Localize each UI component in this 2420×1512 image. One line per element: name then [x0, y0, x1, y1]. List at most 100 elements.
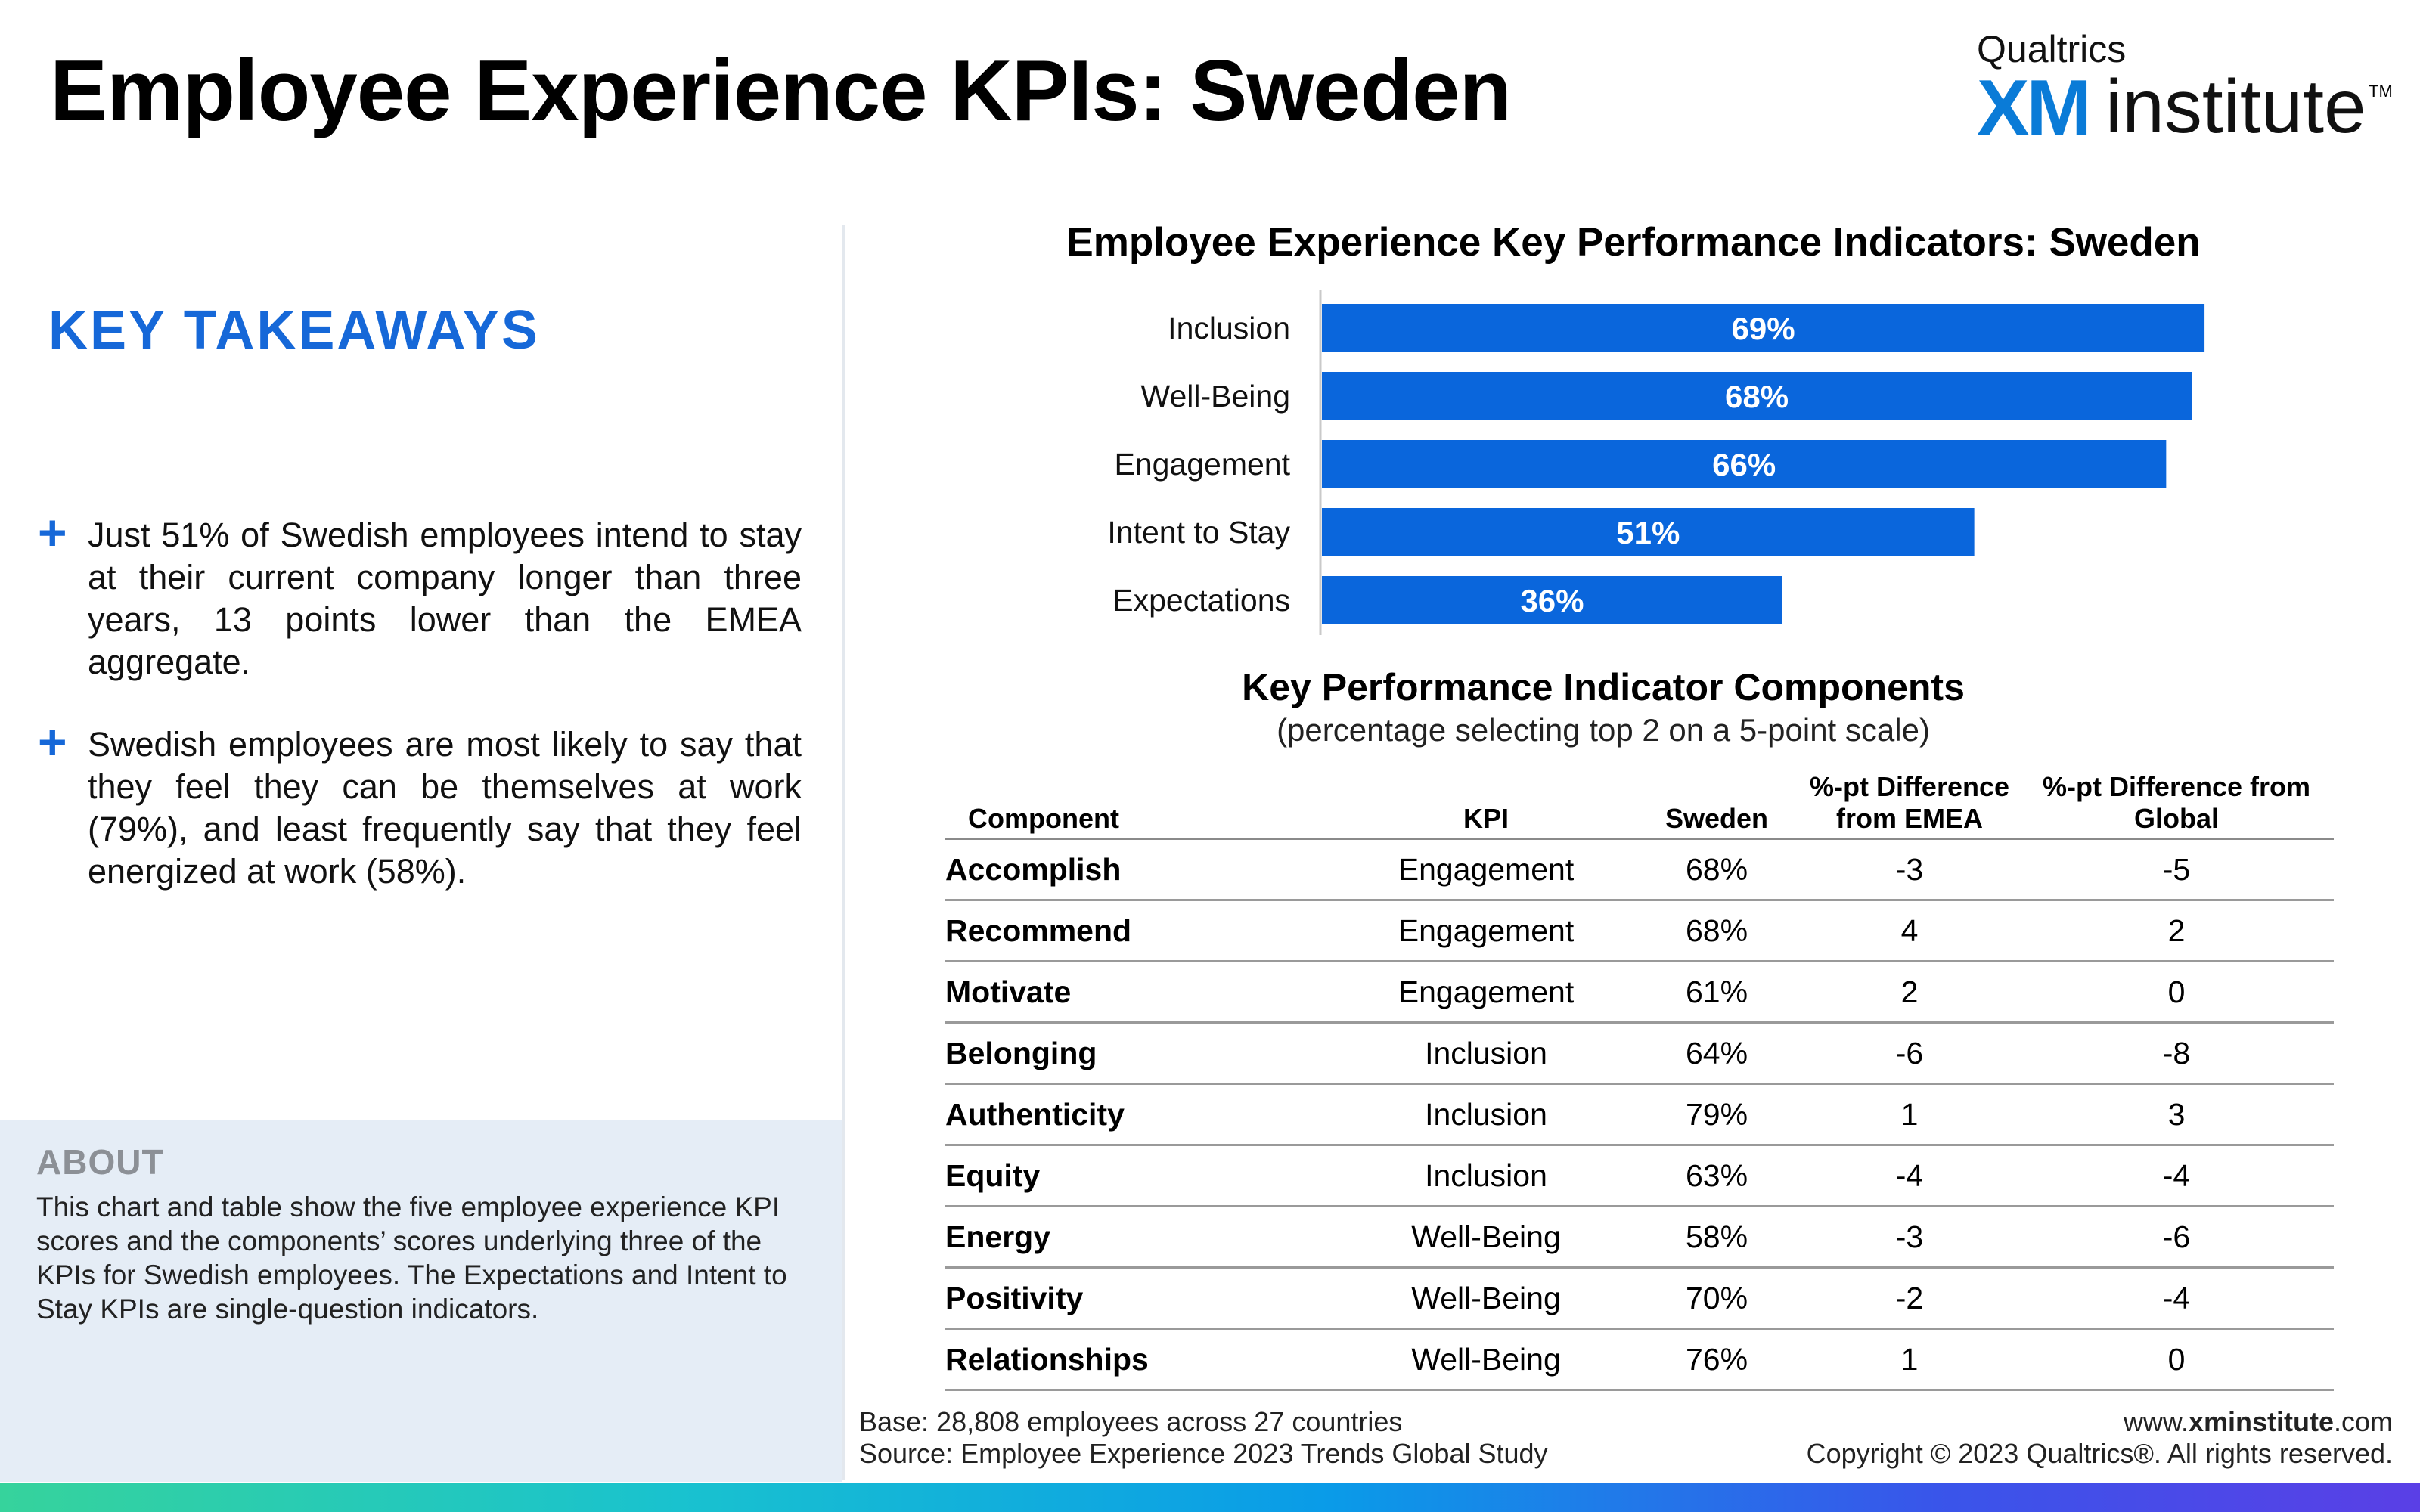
cell-sweden: 70% — [1634, 1267, 1800, 1330]
table-row: Positivity Well-Being 70% -2 -4 — [945, 1267, 2334, 1330]
cell-diff-emea: -3 — [1800, 838, 2019, 901]
cell-sweden: 76% — [1634, 1328, 1800, 1391]
about-panel: ABOUT This chart and table show the five… — [0, 1120, 842, 1482]
cell-kpi: Well-Being — [1339, 1206, 1634, 1269]
bar-category-label: Intent to Stay — [1107, 515, 1290, 550]
cell-kpi: Inclusion — [1339, 1145, 1634, 1207]
cell-sweden: 61% — [1634, 961, 1800, 1024]
cell-sweden: 64% — [1634, 1022, 1800, 1085]
bar-engagement — [1322, 440, 2167, 488]
cell-diff-emea: -6 — [1800, 1022, 2019, 1085]
footer-notes: Base: 28,808 employees across 27 countri… — [859, 1406, 1548, 1470]
takeaway-bullet: + Swedish employees are most likely to s… — [38, 714, 802, 893]
cell-diff-global: 0 — [2019, 961, 2334, 1024]
bar-category-label: Well-Being — [1141, 379, 1291, 414]
takeaway-text: Swedish employees are most likely to say… — [88, 725, 802, 891]
cell-diff-global: 0 — [2019, 1328, 2334, 1391]
takeaway-bullet: + Just 51% of Swedish employees intend t… — [38, 504, 802, 683]
bar-intent-to-stay — [1322, 508, 1975, 556]
cell-diff-global: 2 — [2019, 900, 2334, 962]
header-kpi: KPI — [1339, 771, 1634, 840]
table-row: Equity Inclusion 63% -4 -4 — [945, 1145, 2334, 1207]
table-row: Energy Well-Being 58% -3 -6 — [945, 1206, 2334, 1269]
key-takeaways-heading: KEY TAKEAWAYS — [48, 300, 540, 361]
cell-component: Relationships — [945, 1328, 1339, 1391]
cell-sweden: 63% — [1634, 1145, 1800, 1207]
cell-diff-global: -5 — [2019, 838, 2334, 901]
cell-component: Equity — [945, 1145, 1339, 1207]
footer-copyright: Copyright © 2023 Qualtrics®. All rights … — [1806, 1438, 2393, 1469]
cell-sweden: 68% — [1634, 838, 1800, 901]
table-row: Recommend Engagement 68% 4 2 — [945, 900, 2334, 962]
table-row: Motivate Engagement 61% 2 0 — [945, 961, 2334, 1024]
bar-expectations — [1322, 576, 1782, 624]
cell-sweden: 79% — [1634, 1083, 1800, 1146]
cell-component: Recommend — [945, 900, 1339, 962]
header-diff-emea: %-pt Difference from EMEA — [1800, 771, 2019, 840]
cell-diff-global: -6 — [2019, 1206, 2334, 1269]
bar-category-label: Inclusion — [1168, 311, 1290, 345]
footer-source: Source: Employee Experience 2023 Trends … — [859, 1438, 1548, 1469]
bar-value-label: 51% — [1616, 515, 1680, 550]
logo-trademark: TM — [2369, 82, 2393, 101]
bar-value-label: 69% — [1732, 311, 1795, 346]
cell-diff-emea: 2 — [1800, 961, 2019, 1024]
footer-url-suffix: .com — [2333, 1406, 2393, 1437]
plus-icon: + — [38, 504, 67, 560]
logo-qualtrics-text: Qualtrics — [1977, 28, 2127, 70]
table-row: Belonging Inclusion 64% -6 -8 — [945, 1022, 2334, 1085]
footer-url[interactable]: www.xminstitute.com — [1807, 1406, 2393, 1438]
footer-url-bold: xminstitute — [2188, 1406, 2334, 1437]
logo-institute-text: institute — [2105, 64, 2366, 149]
cell-component: Energy — [945, 1206, 1339, 1269]
cell-kpi: Inclusion — [1339, 1022, 1634, 1085]
cell-diff-global: -4 — [2019, 1145, 2334, 1207]
cell-diff-global: -4 — [2019, 1267, 2334, 1330]
kpi-components-table: Component KPI Sweden %-pt Difference fro… — [945, 771, 2334, 1391]
cell-diff-emea: -4 — [1800, 1145, 2019, 1207]
vertical-divider — [842, 225, 845, 1480]
header-component: Component — [945, 771, 1339, 840]
cell-kpi: Engagement — [1339, 838, 1634, 901]
chart-title: Employee Experience Key Performance Indi… — [1066, 220, 2201, 265]
table-row: Authenticity Inclusion 79% 1 3 — [945, 1083, 2334, 1146]
cell-component: Positivity — [945, 1267, 1339, 1330]
bottom-gradient-bar — [0, 1483, 2420, 1512]
header-sweden: Sweden — [1634, 771, 1800, 840]
cell-kpi: Engagement — [1339, 961, 1634, 1024]
cell-kpi: Engagement — [1339, 900, 1634, 962]
bar-well-being — [1322, 372, 2192, 420]
xm-institute-logo: Qualtrics XM institute TM — [1977, 27, 2393, 152]
about-title: ABOUT — [36, 1142, 164, 1182]
cell-sweden: 58% — [1634, 1206, 1800, 1269]
cell-diff-global: -8 — [2019, 1022, 2334, 1085]
about-text: This chart and table show the five emplo… — [36, 1191, 787, 1325]
header-diff-global: %-pt Difference from Global — [2019, 771, 2334, 840]
cell-component: Accomplish — [945, 838, 1339, 901]
cell-diff-emea: 4 — [1800, 900, 2019, 962]
cell-kpi: Well-Being — [1339, 1328, 1634, 1391]
bar-value-label: 66% — [1712, 447, 1776, 482]
table-subtitle: (percentage selecting top 2 on a 5-point… — [1277, 712, 1930, 748]
footer-url-prefix: www. — [2123, 1406, 2189, 1437]
table-header-row: Component KPI Sweden %-pt Difference fro… — [945, 771, 2334, 840]
cell-component: Authenticity — [945, 1083, 1339, 1146]
cell-kpi: Well-Being — [1339, 1267, 1634, 1330]
cell-diff-emea: 1 — [1800, 1328, 2019, 1391]
bar-inclusion — [1322, 304, 2205, 352]
footer-base: Base: 28,808 employees across 27 countri… — [859, 1406, 1403, 1437]
cell-component: Belonging — [945, 1022, 1339, 1085]
table-title: Key Performance Indicator Components — [1242, 666, 1965, 708]
bar-value-label: 68% — [1725, 379, 1789, 414]
bar-value-label: 36% — [1520, 583, 1584, 618]
plus-icon: + — [38, 714, 67, 770]
cell-diff-emea: -3 — [1800, 1206, 2019, 1269]
cell-kpi: Inclusion — [1339, 1083, 1634, 1146]
bar-category-label: Engagement — [1114, 447, 1290, 482]
table-row: Relationships Well-Being 76% 1 0 — [945, 1328, 2334, 1391]
kpi-bar-chart: Inclusion 69% Well-Being 68% Engagement 66% In… — [1107, 290, 2205, 635]
cell-diff-global: 3 — [2019, 1083, 2334, 1146]
table-row: Accomplish Engagement 68% -3 -5 — [945, 838, 2334, 901]
cell-component: Motivate — [945, 961, 1339, 1024]
logo-xm-text: XM — [1977, 64, 2092, 152]
